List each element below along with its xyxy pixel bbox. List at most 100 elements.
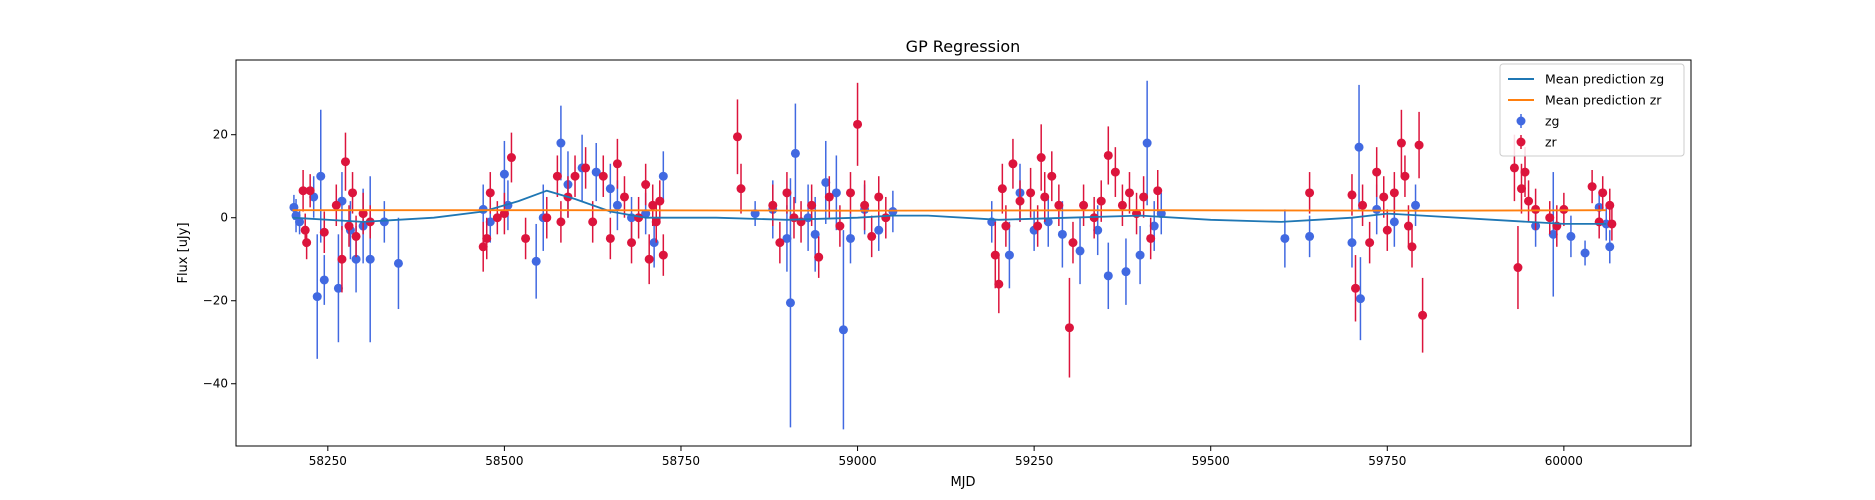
zg-point — [556, 138, 566, 148]
zg-point — [316, 171, 326, 181]
zr-point — [552, 171, 562, 181]
zr-point — [358, 209, 368, 219]
zr-point — [1520, 167, 1530, 177]
zr-point — [605, 233, 615, 243]
zr-point — [1103, 150, 1113, 160]
zg-point — [1355, 294, 1365, 304]
zg-point — [1043, 217, 1053, 227]
zg-point — [1411, 200, 1421, 210]
zr-point — [1396, 138, 1406, 148]
legend-label: Mean prediction zr — [1545, 93, 1662, 108]
zg-point — [1548, 229, 1558, 239]
zr-point — [1096, 196, 1106, 206]
mean-prediction-zr-line — [292, 209, 1607, 212]
zr-point — [1008, 159, 1018, 169]
zr-point — [340, 157, 350, 167]
zr-point — [1372, 167, 1382, 177]
zr-point — [1545, 213, 1555, 223]
plot-frame — [235, 59, 1692, 447]
x-tick-label: 59000 — [838, 454, 876, 468]
zr-point — [1064, 323, 1074, 333]
zr-point — [506, 153, 516, 163]
zg-point — [1566, 231, 1576, 241]
zr-point — [1531, 204, 1541, 214]
zr-point — [990, 250, 1000, 260]
zg-point — [831, 188, 841, 198]
zg-point — [1142, 138, 1152, 148]
zg-point — [333, 283, 343, 293]
zr-point — [1047, 171, 1057, 181]
zr-point — [648, 200, 658, 210]
zg-point — [1347, 238, 1357, 248]
zr-point — [542, 213, 552, 223]
zr-point — [305, 186, 315, 196]
zg-point — [658, 171, 668, 181]
x-tick-label: 59500 — [1192, 454, 1230, 468]
zr-point — [598, 171, 608, 181]
zg-point — [1103, 271, 1113, 281]
zr-point — [1594, 217, 1604, 227]
legend-label: Mean prediction zg — [1545, 72, 1664, 87]
zr-point — [1026, 188, 1036, 198]
zr-point — [556, 217, 566, 227]
zg-point — [1057, 229, 1067, 239]
zr-point — [1054, 200, 1064, 210]
zr-point — [1347, 190, 1357, 200]
zg-point — [591, 167, 601, 177]
zr-point — [881, 213, 891, 223]
zr-point — [1001, 221, 1011, 231]
zr-point — [1379, 192, 1389, 202]
zg-point — [312, 292, 322, 302]
zg-point — [1280, 233, 1290, 243]
zg-point — [785, 298, 795, 308]
legend-swatch-point — [1516, 137, 1526, 147]
zr-point — [298, 186, 308, 196]
zr-point — [1513, 263, 1523, 273]
zr-point — [1139, 192, 1149, 202]
y-tick-label: −20 — [203, 294, 228, 308]
zr-point — [1040, 192, 1050, 202]
legend-box — [1499, 63, 1685, 157]
zg-point — [1149, 221, 1159, 231]
zr-point — [1389, 188, 1399, 198]
zg-point — [1372, 204, 1382, 214]
zr-point — [1587, 182, 1597, 192]
data-layer — [289, 80, 1617, 430]
zg-point — [1075, 246, 1085, 256]
zr-point — [344, 221, 354, 231]
zr-point — [300, 225, 310, 235]
zr-point — [619, 192, 629, 202]
zr-point — [1414, 140, 1424, 150]
x-axis-label: MJD — [950, 475, 975, 490]
zg-point — [1305, 231, 1315, 241]
y-tick-label: 0 — [220, 211, 228, 225]
zr-point — [994, 279, 1004, 289]
legend: Mean prediction zg Mean prediction zr zg zr — [1499, 63, 1685, 157]
zr-point — [782, 188, 792, 198]
legend-label: zg — [1545, 114, 1560, 129]
zr-point — [997, 184, 1007, 194]
zr-point — [658, 250, 668, 260]
zr-point — [1036, 153, 1046, 163]
zg-point — [1389, 217, 1399, 227]
zr-point — [627, 238, 637, 248]
zg-point — [295, 217, 305, 227]
zr-point — [570, 171, 580, 181]
zg-point — [485, 217, 495, 227]
x-tick-label: 59250 — [1015, 454, 1053, 468]
zr-point — [612, 159, 622, 169]
zg-point — [1156, 209, 1166, 219]
x-tick-label: 59750 — [1368, 454, 1406, 468]
y-tick-label: −40 — [203, 377, 228, 391]
zr-point — [845, 188, 855, 198]
zr-point — [814, 252, 824, 262]
zr-point — [732, 132, 742, 142]
zg-point — [1093, 225, 1103, 235]
zr-point — [1153, 186, 1163, 196]
y-axis-label: Flux [uJy] — [176, 222, 191, 283]
zr-point — [1117, 200, 1127, 210]
x-tick-label: 58250 — [309, 454, 347, 468]
zr-point — [319, 227, 329, 237]
zr-point — [1403, 221, 1413, 231]
